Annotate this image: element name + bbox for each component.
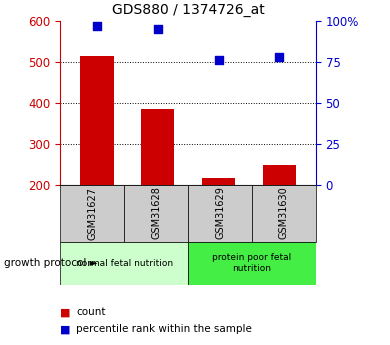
Bar (263, 165, 296, 185)
Bar (60, 185, 124, 242)
Text: count: count (76, 307, 106, 317)
Bar (80, 56, 113, 185)
Text: ■: ■ (60, 307, 71, 317)
Point (94, 23, 100, 28)
Bar (60, 241, 188, 285)
Text: ■: ■ (60, 325, 71, 334)
Bar (252, 185, 316, 242)
Text: protein poor fetal
nutrition: protein poor fetal nutrition (213, 253, 292, 273)
Text: percentile rank within the sample: percentile rank within the sample (76, 325, 252, 334)
Point (155, 26, 161, 32)
Bar (188, 185, 252, 242)
Text: GSM31627: GSM31627 (87, 187, 98, 239)
Title: GDS880 / 1374726_at: GDS880 / 1374726_at (112, 3, 264, 17)
Text: growth protocol ►: growth protocol ► (4, 258, 98, 268)
Bar (202, 178, 235, 185)
Text: GSM31630: GSM31630 (279, 187, 289, 239)
Text: GSM31629: GSM31629 (215, 187, 225, 239)
Bar (124, 185, 188, 242)
Bar (141, 109, 174, 185)
Text: GSM31628: GSM31628 (151, 187, 161, 239)
Point (276, 54, 282, 60)
Point (215, 57, 222, 63)
Bar (188, 241, 316, 285)
Text: normal fetal nutrition: normal fetal nutrition (76, 258, 173, 268)
